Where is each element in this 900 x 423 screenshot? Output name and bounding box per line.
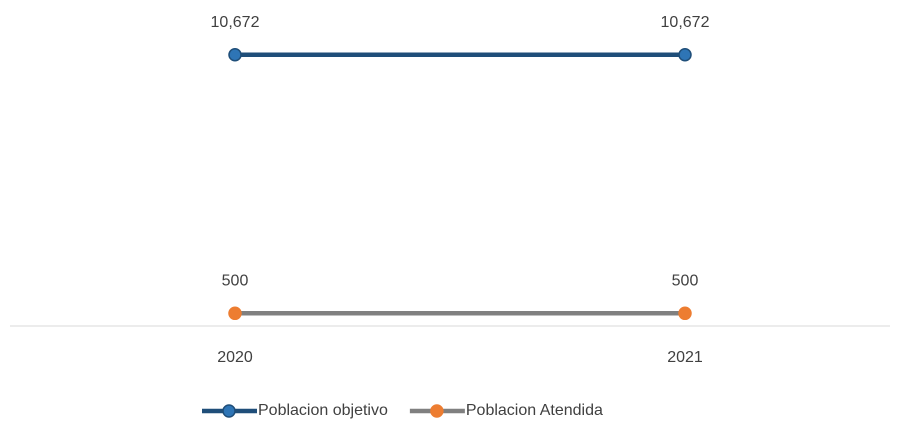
marker bbox=[678, 48, 692, 62]
legend-marker bbox=[430, 404, 444, 418]
marker bbox=[228, 306, 242, 321]
x-tick-label: 2021 bbox=[667, 349, 703, 366]
marker bbox=[228, 48, 242, 62]
data-label: 10,672 bbox=[661, 14, 710, 31]
marker bbox=[678, 306, 692, 321]
data-label: 10,672 bbox=[211, 14, 260, 31]
data-label: 500 bbox=[222, 273, 249, 290]
data-label: 500 bbox=[672, 273, 699, 290]
legend-label: Poblacion Atendida bbox=[466, 402, 603, 419]
legend-label: Poblacion objetivo bbox=[258, 402, 388, 419]
x-tick-label: 2020 bbox=[217, 349, 253, 366]
legend-marker bbox=[222, 404, 236, 418]
